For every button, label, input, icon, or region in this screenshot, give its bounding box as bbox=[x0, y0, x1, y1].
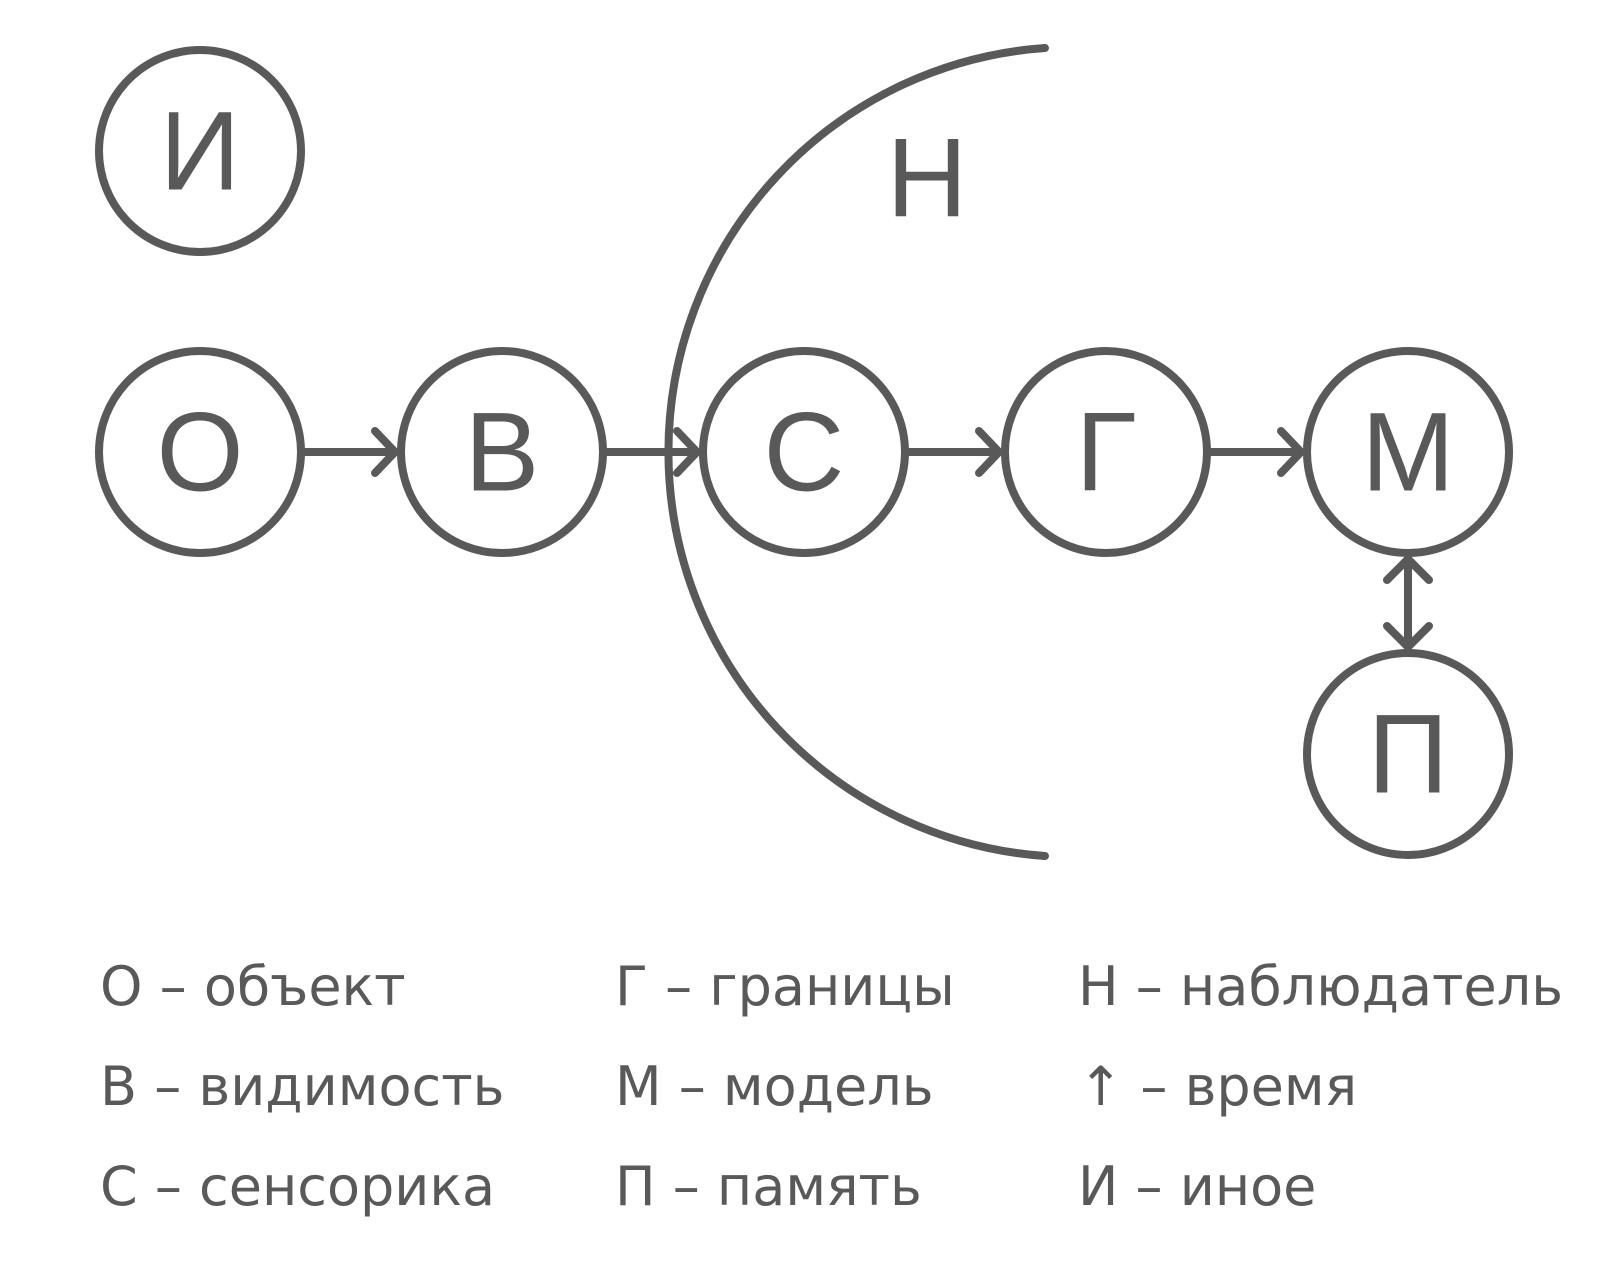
legend-item-other: И – иное bbox=[1078, 1155, 1316, 1218]
legend-item-object: О – объект bbox=[100, 955, 406, 1018]
node-model: М bbox=[1303, 347, 1513, 557]
legend-item-model: М – модель bbox=[615, 1055, 934, 1118]
arrow-boundaries-to-model bbox=[1207, 427, 1305, 477]
node-object-label: О bbox=[156, 390, 243, 515]
node-memory: П bbox=[1303, 649, 1513, 859]
arrow-sensorics-to-boundaries bbox=[905, 427, 1003, 477]
arrow-visibility-to-sensorics bbox=[603, 427, 701, 477]
node-sensorics-label: С bbox=[764, 390, 845, 515]
node-memory-label: П bbox=[1368, 692, 1449, 817]
legend-column-3: Н – наблюдатель ↑ – время И – иное bbox=[1078, 955, 1563, 1218]
legend-item-visibility: В – видимость bbox=[100, 1055, 504, 1118]
node-sensorics: С bbox=[699, 347, 909, 557]
node-other-circle bbox=[95, 46, 305, 256]
node-model-label: М bbox=[1361, 390, 1454, 515]
node-other: И bbox=[95, 46, 305, 256]
arrow-object-to-visibility bbox=[301, 427, 399, 477]
legend-item-observer: Н – наблюдатель bbox=[1078, 955, 1563, 1018]
node-boundaries: Г bbox=[1001, 347, 1211, 557]
node-model-circle bbox=[1303, 347, 1513, 557]
legend-item-memory: П – память bbox=[615, 1155, 922, 1218]
node-object: О bbox=[95, 347, 305, 557]
legend-column-2: Г – границы М – модель П – память bbox=[615, 955, 955, 1218]
node-memory-circle bbox=[1303, 649, 1513, 859]
legend-item-sensorics: С – сенсорика bbox=[100, 1155, 495, 1218]
arrow-model-memory-bidirectional bbox=[1383, 555, 1433, 651]
observer-label: Н bbox=[887, 116, 968, 241]
legend-column-1: О – объект В – видимость С – сенсорика bbox=[100, 955, 504, 1218]
node-visibility: В bbox=[397, 347, 607, 557]
node-boundaries-label: Г bbox=[1076, 390, 1137, 515]
node-visibility-label: В bbox=[465, 390, 540, 515]
legend-item-time: ↑ – время bbox=[1078, 1055, 1357, 1118]
node-other-label: И bbox=[160, 89, 241, 214]
legend-item-boundaries: Г – границы bbox=[615, 955, 955, 1018]
